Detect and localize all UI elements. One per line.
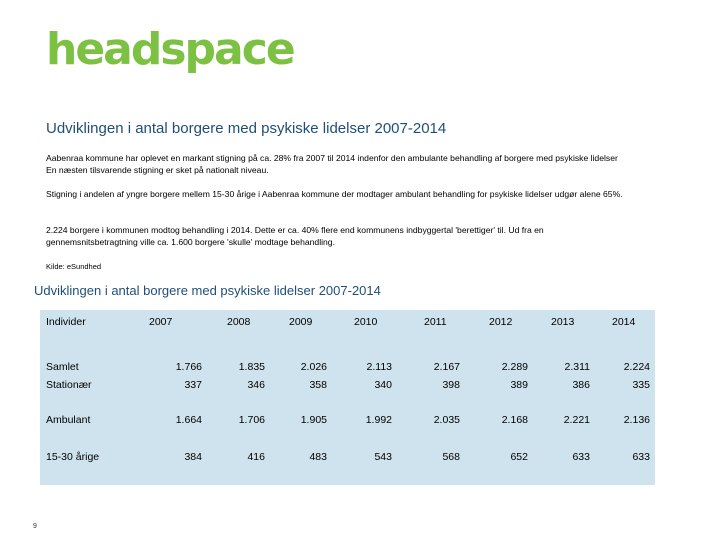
section-title: Udviklingen i antal borgere med psykiske…	[46, 120, 447, 137]
table-cell: 2.136	[623, 414, 650, 426]
table-cell: 1.835	[238, 361, 265, 373]
paragraph-3: 2.224 borgere i kommunen modtog behandli…	[46, 225, 544, 247]
row-label: Samlet	[46, 361, 79, 373]
table-cell: 1.992	[365, 414, 392, 426]
year-header: 2011	[424, 316, 447, 328]
table-cell: 652	[510, 451, 528, 463]
table-cell: 2.311	[564, 361, 591, 373]
row-label: Ambulant	[46, 414, 91, 426]
year-header: 2013	[551, 316, 575, 328]
table-cell: 340	[374, 379, 392, 391]
table-title: Udviklingen i antal borgere med psykiske…	[34, 283, 381, 298]
table-row: Samlet 1.766 1.835 2.026 2.113 2.167 2.2…	[40, 361, 655, 377]
table-cell: 633	[572, 451, 590, 463]
row-label: Stationær	[46, 379, 92, 391]
table-cell: 568	[442, 451, 460, 463]
table-cell: 543	[374, 451, 392, 463]
table-cell: 358	[309, 379, 327, 391]
year-header: 2007	[149, 316, 173, 328]
table-header-row: Individer 2007 2008 2009 2010 2011 2012 …	[40, 316, 655, 332]
table-cell: 2.026	[300, 361, 327, 373]
table-cell: 2.221	[563, 414, 590, 426]
table-cell: 2.113	[366, 361, 393, 373]
year-header: 2012	[489, 316, 513, 328]
table-cell: 384	[184, 451, 202, 463]
table-cell: 346	[247, 379, 265, 391]
table-cell: 335	[632, 379, 650, 391]
table-header-label: Individer	[46, 316, 86, 328]
paragraph-2: Stigning i andelen af yngre borgere mell…	[46, 189, 623, 199]
table-cell: 483	[309, 451, 327, 463]
table-cell: 2.168	[501, 414, 528, 426]
source-note: Kilde: eSundhed	[46, 262, 102, 271]
table-cell: 389	[510, 379, 528, 391]
data-table: Individer 2007 2008 2009 2010 2011 2012 …	[40, 310, 655, 485]
table-row: Ambulant 1.664 1.706 1.905 1.992 2.035 2…	[40, 414, 655, 430]
row-label: 15-30 årige	[46, 451, 100, 463]
table-cell: 398	[442, 379, 460, 391]
table-cell: 1.766	[175, 361, 202, 373]
page-number: 9	[33, 523, 37, 530]
table-cell: 2.167	[433, 361, 460, 373]
table-cell: 1.664	[175, 414, 202, 426]
year-header: 2014	[612, 316, 636, 328]
year-header: 2008	[227, 316, 251, 328]
table-cell: 2.035	[433, 414, 460, 426]
table-cell: 1.706	[238, 414, 265, 426]
table-cell: 2.224	[623, 361, 650, 373]
headspace-logo: headspace	[46, 24, 296, 75]
table-row: Stationær 337 346 358 340 398 389 386 33…	[40, 379, 655, 395]
year-header: 2009	[289, 316, 313, 328]
table-cell: 337	[184, 379, 202, 391]
table-cell: 2.289	[501, 361, 528, 373]
table-cell: 1.905	[300, 414, 327, 426]
table-row: 15-30 årige 384 416 483 543 568 652 633 …	[40, 451, 655, 467]
year-header: 2010	[354, 316, 378, 328]
table-cell: 416	[247, 451, 265, 463]
paragraph-1: Aabenraa kommune har oplevet en markant …	[46, 153, 618, 175]
table-cell: 633	[632, 451, 650, 463]
table-cell: 386	[572, 379, 590, 391]
